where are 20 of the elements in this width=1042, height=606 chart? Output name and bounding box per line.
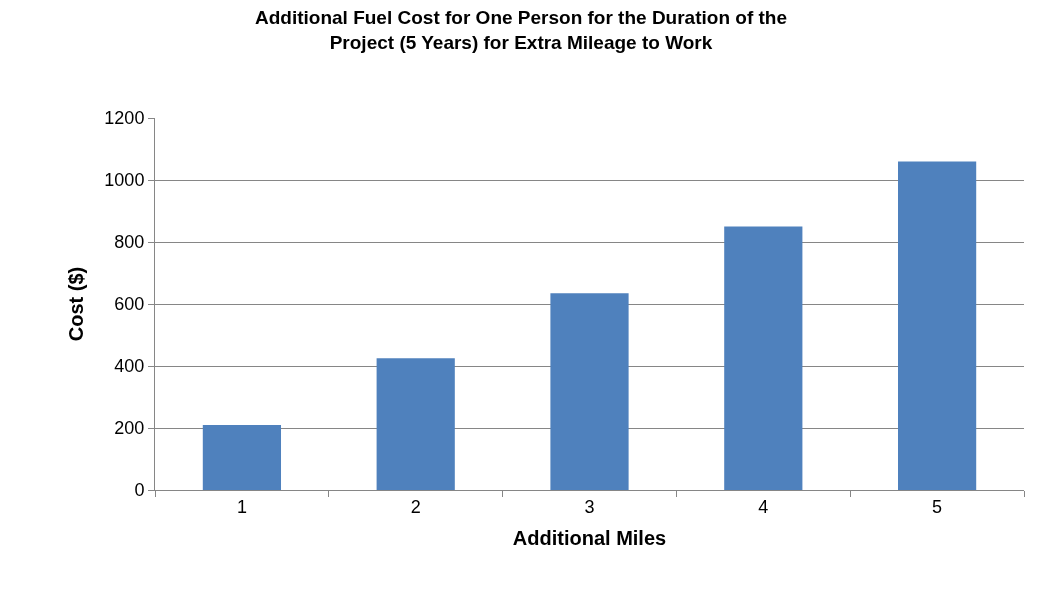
y-tick-label: 1000 <box>104 170 145 191</box>
y-tick-label: 0 <box>134 480 145 501</box>
y-tick-label: 800 <box>114 232 145 253</box>
chart-title: Additional Fuel Cost for One Person for the Duration of the Project (5 Years) for Extra Mileage to Work <box>255 7 787 53</box>
y-tick-label: 400 <box>114 356 145 377</box>
x-tick-label: 2 <box>410 496 421 517</box>
y-tick-label: 200 <box>114 418 145 439</box>
y-tick-label: 600 <box>114 294 145 315</box>
x-tick-label: 3 <box>584 496 595 517</box>
x-tick-label: 4 <box>758 496 769 517</box>
y-tick-label: 1200 <box>104 108 145 129</box>
bar <box>550 293 629 490</box>
bar <box>724 226 803 490</box>
x-axis-title: Additional Miles <box>512 527 667 550</box>
x-tick-label: 1 <box>236 496 247 517</box>
x-tick-label: 5 <box>932 496 943 517</box>
bar <box>376 358 455 490</box>
bar <box>202 424 282 490</box>
bar <box>898 161 977 490</box>
y-axis-title: Cost ($) <box>64 266 87 342</box>
